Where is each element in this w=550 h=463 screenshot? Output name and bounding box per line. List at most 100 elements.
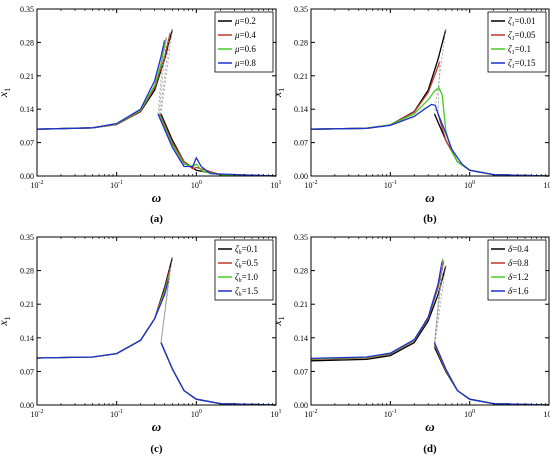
y-tick-label: 0.28 — [294, 267, 308, 276]
legend-entry: ζh=0.5 — [235, 258, 258, 270]
series-line-upper — [36, 37, 167, 130]
y-tick-label: 0.28 — [20, 267, 34, 276]
y-tick-label: 0.14 — [294, 334, 308, 343]
y-tick-label: 0.14 — [20, 334, 34, 343]
y-tick-label: 0.35 — [294, 5, 308, 14]
legend-entry: μ=0.6 — [234, 44, 256, 54]
legend-entry: ζh=0.1 — [235, 244, 258, 256]
legend-entry: ζh=1.0 — [235, 272, 258, 284]
x-tick-label: 10-1 — [110, 180, 123, 190]
series-line-upper — [310, 103, 436, 130]
x-tick-label: 100 — [191, 409, 202, 419]
jump-line — [157, 39, 166, 115]
legend-entry: μ=0.4 — [234, 30, 256, 40]
x-tick-label: 10-2 — [31, 409, 44, 419]
y-tick-label: 0.00 — [294, 172, 308, 181]
x-tick-label: 100 — [191, 180, 202, 190]
legend-entry: μ=0.2 — [234, 16, 256, 26]
legend-entry: ζ1=0.15 — [508, 58, 536, 70]
legend-entry: μ=0.8 — [234, 58, 256, 68]
series-line-upper — [36, 39, 166, 130]
legend-entry: ζh=1.5 — [235, 286, 258, 298]
series-line-lower — [434, 105, 550, 177]
y-tick-label: 0.07 — [294, 367, 308, 376]
series-line-lower — [441, 94, 550, 177]
y-tick-label: 0.07 — [294, 139, 308, 148]
y-axis-label: x1 — [0, 88, 12, 98]
chart-panel: 0.00 0.07 0.14 0.21 0.28 0.35 10-2 10-1 100 101 x1… — [0, 5, 282, 225]
panel-label: (b) — [423, 213, 437, 225]
series-line-lower — [433, 343, 550, 406]
y-tick-label: 0.21 — [20, 72, 34, 81]
legend-entry: δ=0.8 — [508, 258, 529, 268]
plot-frame — [310, 236, 550, 406]
jump-line — [434, 260, 445, 346]
x-tick-label: 100 — [464, 180, 475, 190]
series-line-upper — [36, 279, 170, 359]
y-tick-label: 0.28 — [20, 38, 34, 47]
jump-line — [159, 32, 171, 115]
series-line-upper — [310, 29, 447, 130]
y-axis-label: x1 — [0, 316, 12, 326]
jump-line — [160, 29, 173, 115]
y-tick-label: 0.21 — [294, 300, 308, 309]
series-line-lower — [433, 342, 550, 406]
chart-panel: 0.00 0.07 0.14 0.21 0.28 0.35 10-2 10-1 100 101 x1… — [0, 233, 282, 455]
series-line-lower — [160, 342, 277, 406]
chart-panel: 0.00 0.07 0.14 0.21 0.28 0.35 10-2 10-1 100 101 x1… — [270, 5, 550, 225]
panel-label: (a) — [150, 213, 163, 225]
y-tick-label: 0.28 — [294, 38, 308, 47]
x-tick-label: 100 — [464, 409, 475, 419]
x-tick-label: 101 — [271, 409, 282, 419]
jump-line — [437, 61, 441, 114]
x-tick-label: 10-1 — [110, 409, 123, 419]
x-axis-label: ω — [425, 190, 434, 205]
y-tick-label: 0.14 — [294, 105, 308, 114]
y-tick-label: 0.35 — [294, 233, 308, 242]
series-line-upper — [310, 86, 443, 130]
y-tick-label: 0.07 — [20, 139, 34, 148]
x-tick-label: 101 — [544, 180, 550, 190]
series-line-lower — [160, 342, 277, 406]
x-tick-label: 10-1 — [384, 409, 397, 419]
legend-entry: ζ1=0.1 — [508, 44, 531, 56]
panel-label: (c) — [150, 443, 163, 455]
series-line-upper — [36, 274, 171, 359]
jump-line — [158, 37, 167, 115]
jump-line — [434, 265, 447, 348]
series-line-lower — [157, 113, 277, 177]
y-axis-label: x1 — [270, 88, 286, 98]
y-axis-label: x1 — [270, 316, 286, 326]
jump-line — [160, 279, 170, 343]
series-line-upper — [310, 265, 447, 362]
legend-entry: ζ1=0.01 — [508, 16, 535, 28]
y-tick-label: 0.35 — [20, 233, 34, 242]
legend-entry: ζ1=0.05 — [508, 30, 536, 42]
series-line-upper — [36, 32, 171, 130]
x-axis-label: ω — [425, 419, 434, 434]
series-line-lower — [433, 113, 550, 177]
chart-panel: 0.00 0.07 0.14 0.21 0.28 0.35 10-2 10-1 100 101 x1… — [270, 233, 550, 455]
x-tick-label: 10-2 — [305, 180, 318, 190]
x-axis-label: ω — [152, 419, 161, 434]
series-line-lower — [159, 113, 277, 177]
legend-box — [487, 11, 547, 73]
x-tick-label: 101 — [271, 180, 282, 190]
series-line-lower — [158, 113, 277, 177]
x-axis-label: ω — [152, 190, 161, 205]
legend-box — [487, 239, 547, 301]
y-tick-label: 0.14 — [20, 105, 34, 114]
plot-frame — [36, 236, 277, 406]
y-tick-label: 0.21 — [20, 300, 34, 309]
series-line-lower — [160, 113, 277, 177]
x-tick-label: 101 — [544, 409, 550, 419]
legend-box — [214, 239, 274, 301]
y-tick-label: 0.00 — [20, 172, 34, 181]
legend-box — [214, 11, 274, 73]
series-line-upper — [310, 260, 445, 361]
y-tick-label: 0.00 — [294, 401, 308, 410]
legend-entry: δ=1.6 — [508, 286, 529, 296]
y-tick-label: 0.00 — [20, 401, 34, 410]
series-line-lower — [160, 342, 277, 406]
